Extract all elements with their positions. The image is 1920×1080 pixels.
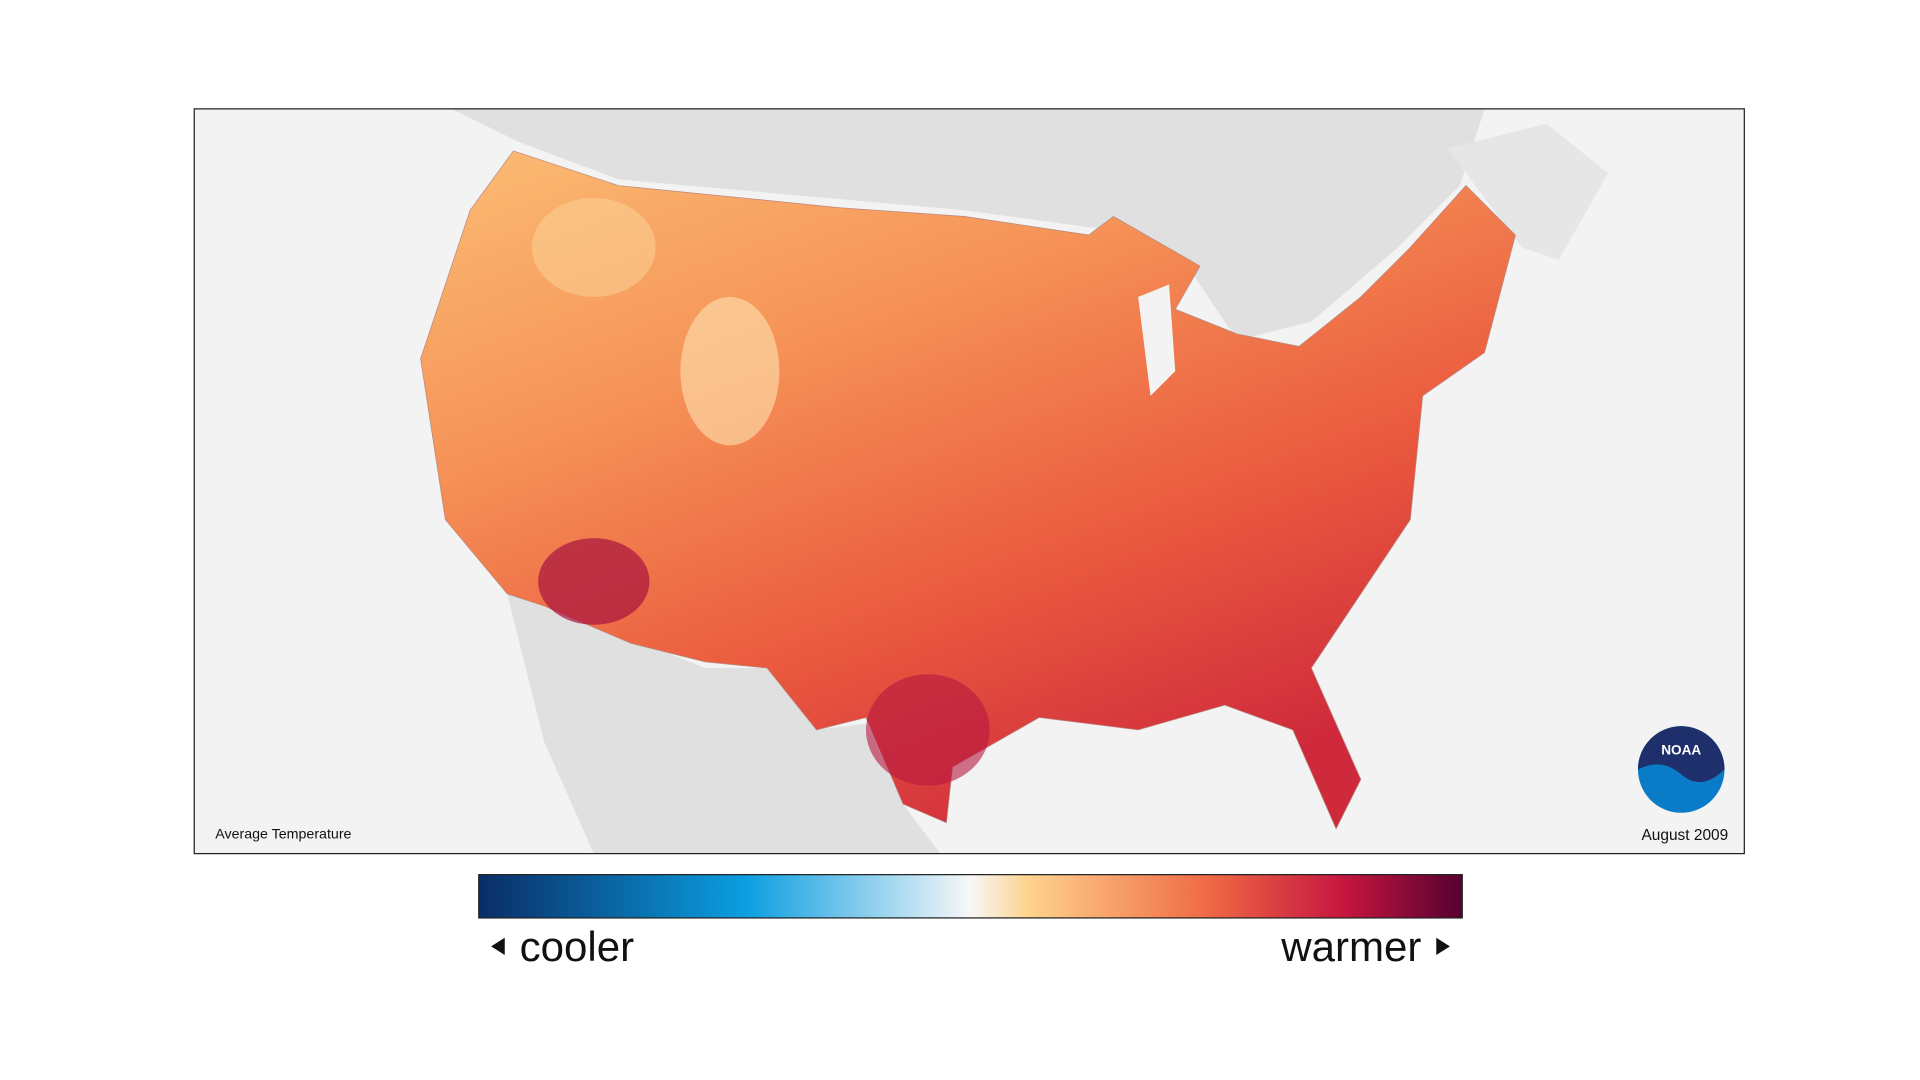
map-frame (193, 108, 1745, 855)
logo-top (1637, 726, 1725, 783)
map-area (194, 108, 1745, 854)
arrow-right (1436, 937, 1450, 956)
maritimes (1447, 123, 1609, 260)
canada (451, 108, 1485, 341)
map-caption: Average Temperature (215, 827, 351, 843)
hot-region (865, 674, 990, 786)
color-scale (478, 874, 1463, 919)
cool-region (680, 296, 780, 446)
logo-text: NOAA (1661, 743, 1701, 758)
hot-region (538, 538, 650, 625)
legend-high: warmer (1280, 923, 1421, 970)
map-date: August 2009 (1641, 827, 1728, 844)
mexico (507, 593, 941, 854)
legend-low: cooler (520, 923, 635, 970)
cool-region (531, 197, 656, 297)
arrow-left (491, 937, 505, 956)
noaa-logo: NOAA (1637, 726, 1725, 813)
lake-michigan (1138, 284, 1176, 396)
